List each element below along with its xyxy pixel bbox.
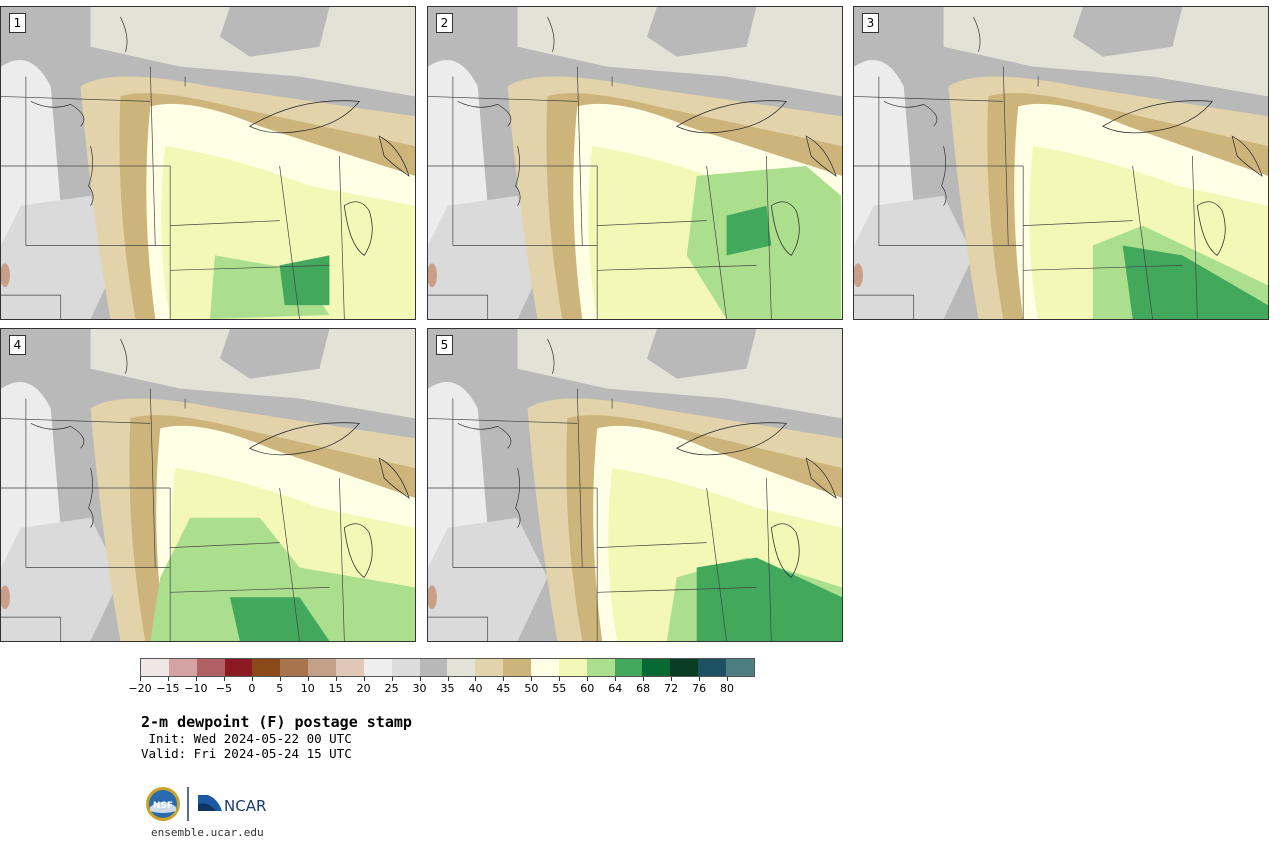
- nsf-logo-text: NSF: [153, 801, 173, 811]
- colorbar-tick-label: 5: [276, 682, 284, 695]
- colorbar-tick-label: −20: [128, 682, 152, 695]
- colorbar-swatch: [252, 659, 281, 676]
- colorbar-swatch: [726, 659, 754, 676]
- colorbar-tick-mark: [587, 677, 589, 681]
- colorbar-tick-label: 25: [384, 682, 399, 695]
- colorbar-swatch: [503, 659, 532, 676]
- colorbar-swatch: [531, 659, 559, 676]
- dewpoint-map: [854, 7, 1268, 319]
- colorbar-tick-mark: [727, 677, 729, 681]
- colorbar-tick-label: −15: [156, 682, 180, 695]
- dewpoint-map: [1, 7, 415, 319]
- colorbar-tick-label: 20: [356, 682, 371, 695]
- panel-number-label: 5: [436, 335, 453, 355]
- colorbar-swatch: [698, 659, 727, 676]
- colorbar-tick-label: 0: [248, 682, 256, 695]
- website-url: ensemble.ucar.edu: [151, 826, 264, 839]
- colorbar-tick-mark: [559, 677, 561, 681]
- colorbar-tick-mark: [643, 677, 645, 681]
- colorbar-swatch: [447, 659, 476, 676]
- colorbar-tick-mark: [251, 677, 253, 681]
- colorbar-tick-mark: [223, 677, 225, 681]
- init-time: Init: Wed 2024-05-22 00 UTC: [141, 731, 352, 746]
- colorbar-tick-label: 68: [636, 682, 651, 695]
- colorbar-tick-mark: [615, 677, 617, 681]
- map-panel-1: 1: [0, 6, 416, 320]
- nsf-ncar-logo: NSF NCAR: [146, 787, 266, 821]
- colorbar-swatch: [141, 659, 169, 676]
- colorbar-tick-label: 45: [496, 682, 511, 695]
- colorbar-tick-label: 10: [300, 682, 315, 695]
- colorbar-tick-mark: [475, 677, 477, 681]
- colorbar-swatch: [224, 659, 253, 676]
- colorbar-swatch: [586, 659, 615, 676]
- dewpoint-map: [428, 7, 842, 319]
- colorbar-tick-mark: [503, 677, 505, 681]
- colorbar-tick-label: 76: [692, 682, 707, 695]
- colorbar-tick-label: 64: [608, 682, 623, 695]
- colorbar-swatch: [419, 659, 448, 676]
- colorbar-tick-mark: [419, 677, 421, 681]
- colorbar-swatch: [336, 659, 364, 676]
- valid-time: Valid: Fri 2024-05-24 15 UTC: [141, 746, 352, 761]
- colorbar-tick-label: 40: [468, 682, 483, 695]
- map-panel-4: 4: [0, 328, 416, 642]
- ncar-logo-text: NCAR: [224, 797, 266, 815]
- colorbar-tick-mark: [671, 677, 673, 681]
- colorbar-tick-label: 15: [328, 682, 343, 695]
- colorbar-tick-label: 60: [580, 682, 595, 695]
- colorbar-tick-label: 55: [552, 682, 567, 695]
- colorbar-tick-mark: [391, 677, 393, 681]
- colorbar-tick-label: 30: [412, 682, 427, 695]
- panel-number-label: 1: [9, 13, 26, 33]
- chart-title: 2-m dewpoint (F) postage stamp: [141, 713, 412, 731]
- colorbar-tick-label: 35: [440, 682, 455, 695]
- colorbar-swatch: [168, 659, 197, 676]
- colorbar-tick-mark: [167, 677, 169, 681]
- map-panel-2: 2: [427, 6, 843, 320]
- colorbar-tick-mark: [195, 677, 197, 681]
- colorbar-swatch: [670, 659, 699, 676]
- map-panel-5: 5: [427, 328, 843, 642]
- colorbar-tick-label: −5: [215, 682, 232, 695]
- colorbar-tick-mark: [531, 677, 533, 681]
- colorbar-tick-mark: [699, 677, 701, 681]
- map-panel-3: 3: [853, 6, 1269, 320]
- colorbar-tick-mark: [279, 677, 281, 681]
- colorbar-swatch: [642, 659, 671, 676]
- colorbar-swatch: [391, 659, 420, 676]
- colorbar-swatch: [363, 659, 392, 676]
- colorbar-tick-label: 80: [720, 682, 735, 695]
- dewpoint-map: [1, 329, 415, 641]
- panel-number-label: 3: [862, 13, 879, 33]
- colorbar-swatch: [196, 659, 225, 676]
- colorbar-tick-label: 50: [524, 682, 539, 695]
- colorbar-tick-mark: [140, 677, 141, 681]
- colorbar-tick-mark: [447, 677, 449, 681]
- colorbar-swatch: [558, 659, 587, 676]
- colorbar-swatch: [280, 659, 309, 676]
- colorbar-tick-label: −10: [184, 682, 208, 695]
- colorbar-tick-label: 72: [664, 682, 679, 695]
- panel-number-label: 4: [9, 335, 26, 355]
- colorbar-tick-mark: [307, 677, 309, 681]
- colorbar-swatch: [475, 659, 504, 676]
- dewpoint-map: [428, 329, 842, 641]
- colorbar-swatch: [614, 659, 643, 676]
- colorbar: [140, 658, 755, 677]
- colorbar-tick-mark: [363, 677, 365, 681]
- colorbar-swatch: [308, 659, 337, 676]
- panel-number-label: 2: [436, 13, 453, 33]
- colorbar-tick-mark: [335, 677, 337, 681]
